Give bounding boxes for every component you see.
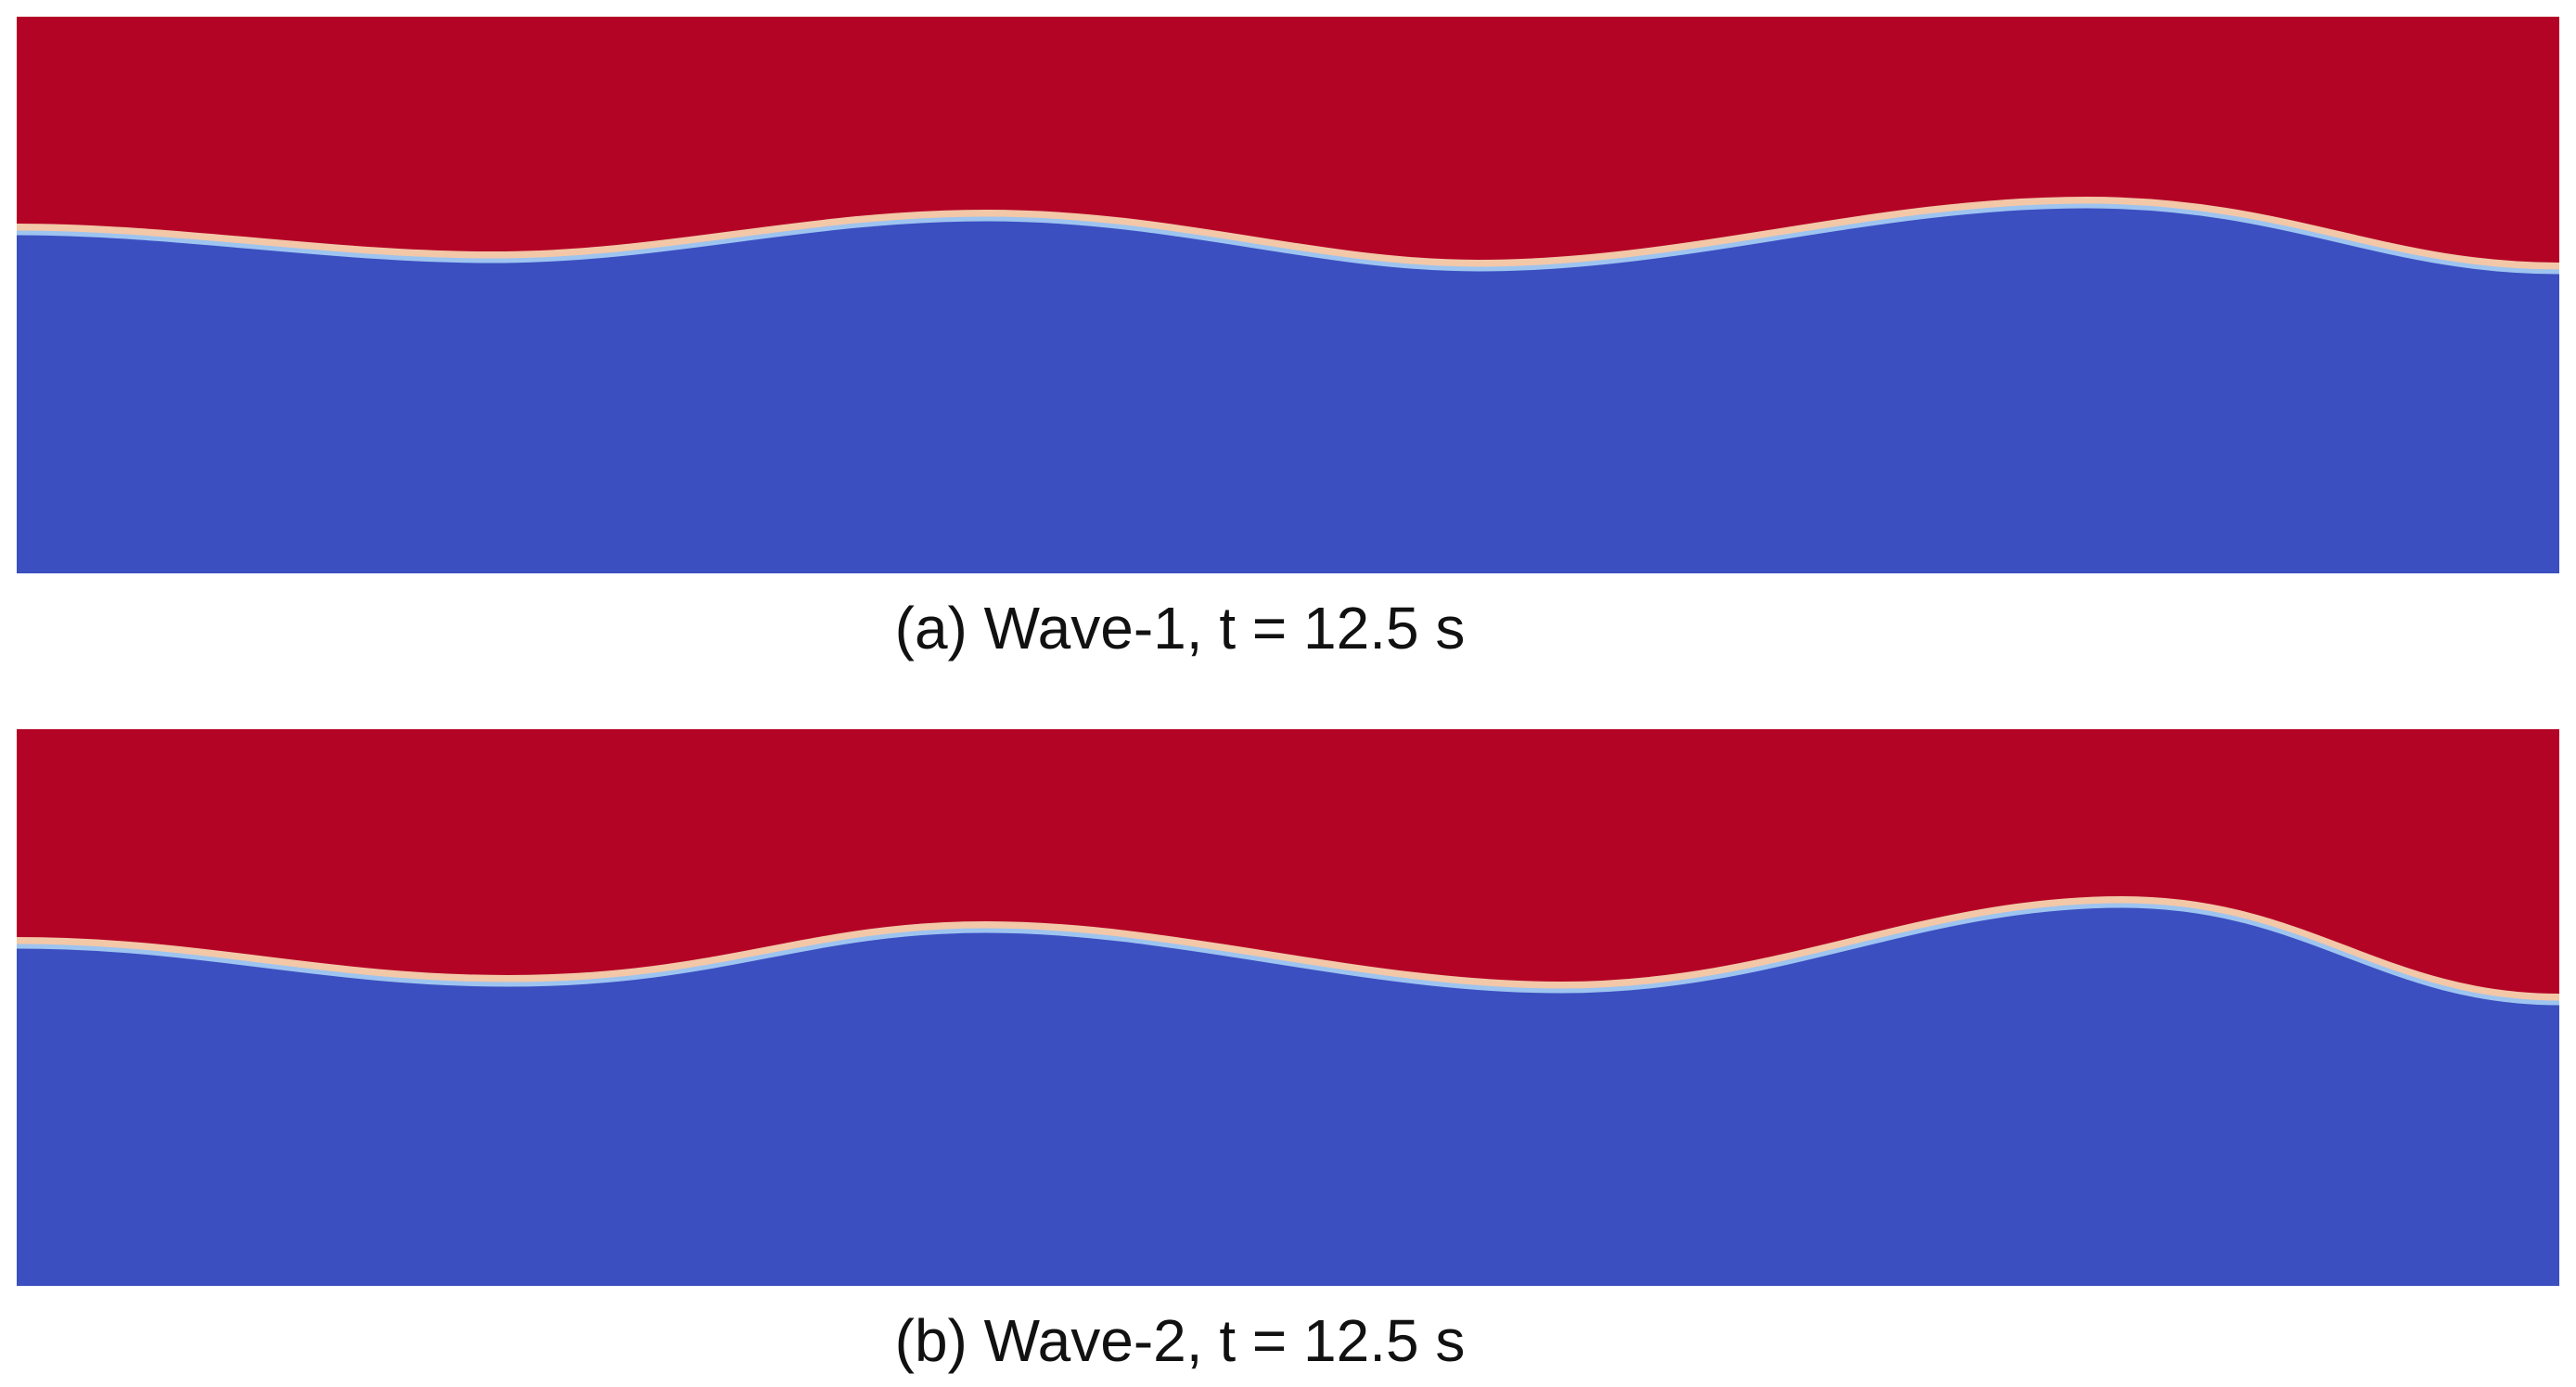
wave-panel [17,17,2559,573]
interface [17,903,2559,1006]
air-region [17,729,2559,997]
air-region [17,17,2559,266]
interface [17,895,2559,1001]
caption: (a) Wave-1, t = 12.5 s [894,595,1466,661]
wave-panel [17,729,2559,1286]
caption: (b) Wave-2, t = 12.5 s [894,1307,1466,1374]
interface [17,196,2559,270]
interface [17,203,2559,275]
